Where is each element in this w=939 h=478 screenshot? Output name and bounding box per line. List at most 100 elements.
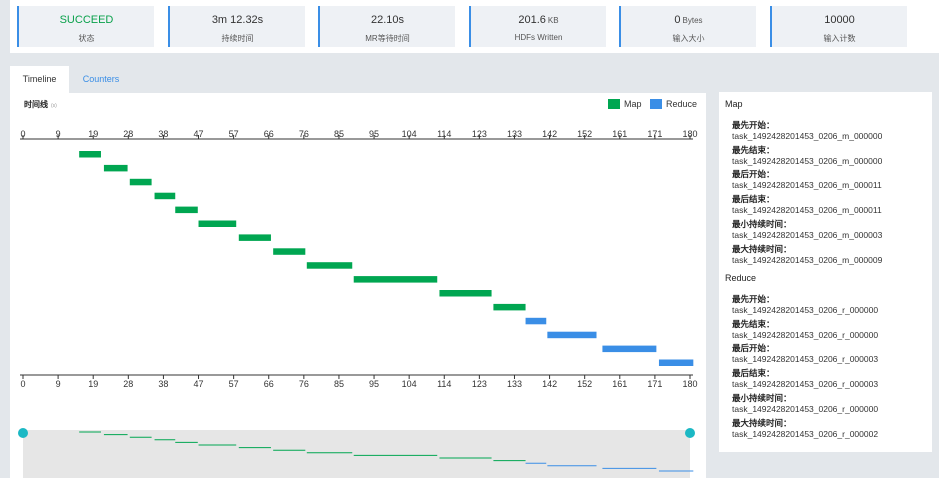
stat-input-size-label: 输入大小 [672,34,705,43]
timeline-unit: (s) [51,103,57,109]
bottom-tick-label: 76 [299,379,309,389]
map-task-bar[interactable] [79,151,101,158]
reduce-task-bar[interactable] [547,331,597,339]
reduce-summary-title: Reduce [725,273,757,283]
reduce-summary-value: task_1492428201453_0206_r_000002 [732,428,879,439]
bottom-tick-label: 180 [682,379,697,389]
map-task-bar[interactable] [198,220,237,228]
top-tick-label: 0 [20,129,25,139]
stats-bar: SUCCEED 状态 3m 12.32s 持续时间 22.10s MR等待时间 … [10,0,939,53]
bottom-tick-label: 152 [577,379,592,389]
reduce-summary-key: 最大持续时间： [732,417,792,428]
timeline-panel: 时间线 (s) Map Reduce 0 9 19 28 38 47 57 66 76 85 95 10… [10,93,706,478]
map-task-bar[interactable] [353,276,438,283]
bottom-tick-label: 47 [194,379,204,389]
tab-timeline[interactable]: Timeline [10,66,69,93]
reduce-summary-key: 最先开始： [732,294,775,304]
range-handle-right[interactable] [685,428,695,438]
top-tick-label: 104 [402,129,417,139]
map-summary-key: 最大持续时间： [732,243,792,254]
top-tick-label: 161 [612,129,627,139]
map-task-bar[interactable] [238,234,271,241]
top-tick-label: 9 [56,129,61,139]
stat-input-count-label: 输入计数 [823,34,856,43]
map-task-bar[interactable] [154,192,176,200]
reduce-summary-key: 最后开始： [732,343,775,354]
bottom-tick-label: 161 [612,379,627,389]
reduce-task-bar[interactable] [602,345,657,353]
reduce-summary-value: task_1492428201453_0206_r_000003 [732,354,879,365]
range-selector-area [23,430,690,478]
map-task-bar[interactable] [306,262,353,269]
bottom-tick-label: 171 [647,379,662,389]
reduce-summary-key: 最先结束： [732,318,775,329]
bottom-tick-label: 28 [123,379,133,389]
top-tick-label: 142 [542,129,557,139]
map-summary-value: task_1492428201453_0206_m_000003 [732,229,883,240]
top-tick-label: 152 [577,129,592,139]
tab-counters[interactable]: Counters [82,74,120,84]
map-summary-value: task_1492428201453_0206_m_000011 [732,205,882,216]
map-task-bar[interactable] [273,248,306,255]
map-summary-key: 最小持续时间： [732,218,792,229]
summary-panel: Map 最先开始： task_1492428201453_0206_m_000000… [719,92,932,452]
timeline-title: 时间线 (s) [24,100,57,109]
map-summary-value: task_1492428201453_0206_m_000000 [732,131,883,141]
stat-mr-wait: 22.10s MR等待时间 [318,6,455,47]
map-summary-key: 最先开始： [732,120,775,130]
map-summary-value: task_1492428201453_0206_m_000009 [732,254,883,265]
top-tick-label: 85 [334,129,344,139]
top-tick-label: 180 [682,129,697,139]
map-task-bar[interactable] [493,303,526,311]
legend-map[interactable]: Map [608,99,642,109]
stat-hdfs-written-unit: KB [547,16,559,25]
bottom-tick-label: 95 [369,379,379,389]
map-summary-value: task_1492428201453_0206_m_000000 [732,155,883,166]
reduce-summary-key: 最小持续时间： [732,392,792,403]
reduce-task-bar[interactable] [525,317,547,325]
stat-mr-wait-value: 22.10s [370,14,405,26]
map-summary-key: 最先结束： [732,144,775,155]
stat-duration: 3m 12.32s 持续时间 [168,6,305,47]
top-tick-label: 57 [229,129,239,139]
top-tick-label: 19 [88,129,98,139]
legend-reduce[interactable]: Reduce [650,99,697,109]
stat-input-count: 10000 输入计数 [770,6,907,47]
reduce-task-bar[interactable] [658,359,694,367]
stat-status-label: 状态 [78,34,95,43]
range-handle-left[interactable] [18,428,28,438]
top-tick-label: 28 [123,129,133,139]
bottom-tick-label: 38 [158,379,168,389]
reduce-summary-value: task_1492428201453_0206_r_000003 [732,379,879,390]
top-tick-label: 38 [158,129,168,139]
reduce-summary-value: task_1492428201453_0206_r_000000 [732,403,879,414]
bottom-tick-label: 19 [88,379,98,389]
top-tick-label: 171 [647,129,662,139]
stat-duration-label: 持续时间 [221,34,254,43]
legend-map-label: Map [624,99,642,109]
stat-input-size-unit: Bytes [682,16,703,25]
legend-reduce-label: Reduce [666,99,698,109]
reduce-summary-value: task_1492428201453_0206_r_000000 [732,305,879,315]
legend-reduce-swatch [650,99,662,109]
map-summary-value: task_1492428201453_0206_m_000011 [732,180,882,191]
bottom-tick-label: 9 [56,379,61,389]
map-summary-key: 最后结束： [732,194,775,205]
timeline-chart: 0 9 19 28 38 47 57 66 76 85 95 104 114 123 133 142 152 16… [18,129,698,478]
map-task-bar[interactable] [175,206,198,214]
reduce-summary-key: 最后结束： [732,368,775,379]
map-task-bar[interactable] [103,164,128,172]
reduce-summary-value: task_1492428201453_0206_r_000000 [732,329,879,340]
bottom-tick-label: 133 [507,379,522,389]
map-summary-title: Map [725,99,743,109]
top-tick-label: 123 [472,129,487,139]
stat-mr-wait-label: MR等待时间 [365,34,410,43]
legend-map-swatch [608,99,620,109]
map-task-bar[interactable] [129,178,152,186]
stat-hdfs-written-label: HDFs Written [514,33,563,42]
bottom-tick-label: 104 [402,379,417,389]
map-task-bar[interactable] [439,290,492,297]
bottom-tick-label: 66 [264,379,274,389]
top-tick-label: 114 [437,129,451,139]
top-tick-label: 76 [299,129,309,139]
